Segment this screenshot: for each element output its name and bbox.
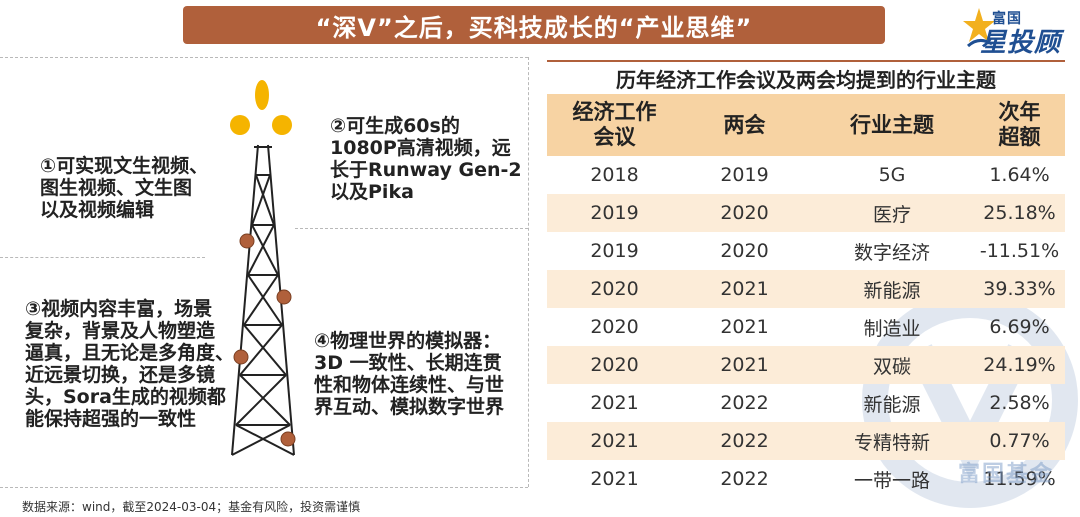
table-cell: 2021 (720, 354, 769, 376)
page-title: “深V”之后，买科技成长的“产业思维” (315, 13, 753, 42)
table-title: 历年经济工作会议及两会均提到的行业主题 (547, 60, 1065, 94)
table-cell: 2021 (590, 392, 639, 414)
table-row: 2019 2020 医疗 25.18% (547, 194, 1065, 232)
divider (0, 257, 205, 258)
table-cell: 数字经济 (853, 241, 930, 264)
table-cell: 2021 (720, 278, 769, 300)
column-header: 两会 (723, 112, 766, 137)
table-cell: 制造业 (863, 317, 921, 340)
table-cell: 新能源 (863, 393, 921, 416)
table-cell: 2021 (590, 430, 639, 452)
table-row: 2021 2022 一带一路 11.59% (547, 460, 1065, 498)
tower-illustration (230, 80, 296, 456)
table-row: 2020 2021 双碳 24.19% (547, 346, 1065, 384)
table-row: 2018 2019 5G 1.64% (547, 156, 1065, 194)
watermark-text: 富国基金 (958, 462, 1055, 487)
table-cell: 2020 (590, 354, 639, 376)
table-cell: 24.19% (983, 354, 1056, 376)
table-cell: 一带一路 (853, 469, 930, 492)
table-cell: 11.59% (983, 468, 1056, 490)
table-cell: 1.64% (989, 164, 1050, 186)
divider (295, 228, 528, 229)
table-row: 2021 2022 专精特新 0.77% (547, 422, 1065, 460)
table-cell: 专精特新 (853, 431, 930, 454)
table-cell: 39.33% (983, 278, 1056, 300)
column-header: 行业主题 (850, 112, 934, 137)
table-cell: 25.18% (983, 202, 1056, 224)
table-cell: 医疗 (872, 203, 911, 226)
divider (528, 57, 529, 487)
table-cell: 2020 (590, 278, 639, 300)
feature-1: ①可实现文生视频、 图生视频、文生图 以及视频编辑 (40, 155, 209, 221)
feature-2: ②可生成60s的 1080P高清视频，远 长于Runway Gen-2 以及Pi… (330, 115, 522, 203)
table-cell: 2022 (720, 430, 769, 452)
table-cell: 2019 (590, 202, 639, 224)
table-cell: 2019 (720, 164, 769, 186)
table-cell: 5G (878, 164, 906, 186)
flame-icon (230, 80, 292, 135)
table-cell: 2020 (720, 240, 769, 262)
badge-icon (233, 233, 296, 447)
column-header: 次年 超额 (998, 100, 1041, 149)
table-row: 2019 2020 数字经济 -11.51% (547, 232, 1065, 270)
table-cell: 2022 (720, 468, 769, 490)
divider (0, 487, 528, 488)
page-title-banner: “深V”之后，买科技成长的“产业思维” (183, 6, 885, 44)
table-cell: 6.69% (989, 316, 1050, 338)
column-header: 经济工作 会议 (572, 100, 657, 149)
feature-3: ③视频内容丰富，场景 复杂，背景及人物塑造 逼真，且无论是多角度、 近远景切换，… (25, 298, 235, 430)
table-cell: 2021 (720, 316, 769, 338)
table-row: 2021 2022 新能源 2.58% (547, 384, 1065, 422)
logo-main-text: 星投顾 (980, 28, 1062, 58)
table-cell: 2020 (720, 202, 769, 224)
source-note: 数据来源：wind，截至2024-03-04；基金有风险，投资需谨慎 (22, 500, 361, 514)
table-cell: 0.77% (989, 430, 1050, 452)
table-cell: -11.51% (979, 240, 1060, 262)
table-cell: 双碳 (872, 355, 911, 378)
feature-4: ④物理世界的模拟器： 3D 一致性、长期连贯 性和物体连续性、与世 界互动、模拟… (314, 330, 505, 418)
table-cell: 新能源 (863, 279, 921, 302)
table-row: 2020 2021 制造业 6.69% (547, 308, 1065, 346)
divider (0, 57, 528, 58)
star-icon (963, 8, 995, 48)
logo-top-text: 富国 (992, 11, 1022, 27)
table-row: 2020 2021 新能源 39.33% (547, 270, 1065, 308)
industry-theme-table: 历年经济工作会议及两会均提到的行业主题 经济工作 会议 两会 行业主题 次年 超… (547, 60, 1065, 502)
table-cell: 2018 (590, 164, 639, 186)
table-cell: 2022 (720, 392, 769, 414)
table-cell: 2020 (590, 316, 639, 338)
table-cell: 2019 (590, 240, 639, 262)
table-cell: 2.58% (989, 392, 1050, 414)
table-cell: 2021 (590, 468, 639, 490)
brand-logo: 富国 星投顾 (962, 4, 1072, 58)
table-header: 经济工作 会议 两会 行业主题 次年 超额 (547, 94, 1065, 156)
